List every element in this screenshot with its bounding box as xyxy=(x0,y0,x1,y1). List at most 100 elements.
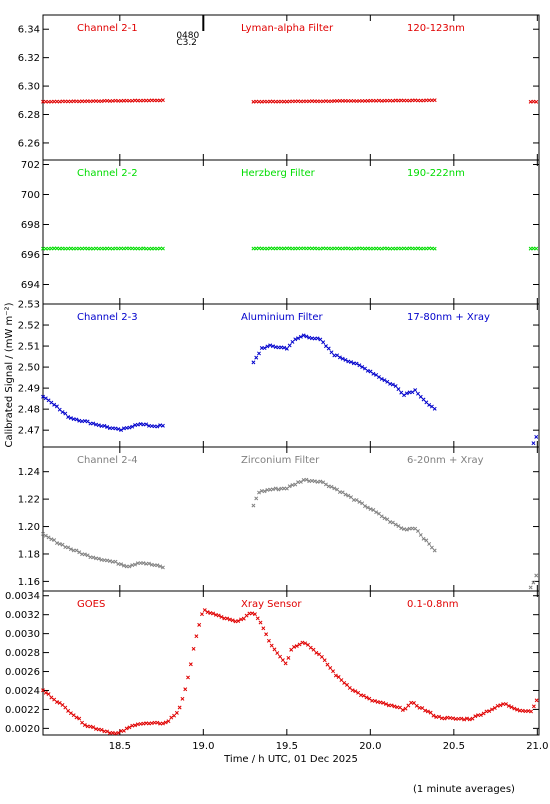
data-point xyxy=(310,478,314,483)
data-point xyxy=(174,710,179,715)
y-tick-label: 1.20 xyxy=(18,522,40,533)
y-tick-label: 696 xyxy=(21,250,40,261)
x-tick-label: 18.5 xyxy=(109,741,131,752)
data-point xyxy=(272,647,277,652)
data-point xyxy=(280,658,285,663)
data-point xyxy=(349,495,353,500)
data-point xyxy=(421,536,426,541)
panel-label: Aluminium Filter xyxy=(241,312,324,323)
data-point xyxy=(531,441,536,446)
footnote: (1 minute averages) xyxy=(413,784,515,795)
data-point xyxy=(113,731,118,736)
data-point xyxy=(158,564,163,569)
data-point xyxy=(138,422,143,426)
data-point xyxy=(133,423,137,428)
data-point xyxy=(149,721,154,726)
data-point xyxy=(381,700,386,705)
data-point xyxy=(393,384,398,388)
data-point xyxy=(298,479,303,484)
data-point xyxy=(94,726,98,731)
data-point xyxy=(478,713,483,718)
data-point xyxy=(393,522,398,527)
data-point xyxy=(110,730,115,735)
data-point xyxy=(432,548,437,553)
y-tick-label: 2.47 xyxy=(18,426,40,437)
y-tick-label: 698 xyxy=(21,220,40,231)
data-point xyxy=(163,720,168,725)
data-point xyxy=(307,335,312,340)
data-point xyxy=(66,415,71,419)
y-tick-label: 6.26 xyxy=(18,138,40,149)
data-point xyxy=(364,695,369,700)
data-point xyxy=(94,422,98,427)
data-point xyxy=(492,706,497,710)
data-point xyxy=(180,696,185,701)
data-point xyxy=(389,703,394,708)
data-point xyxy=(230,618,235,623)
data-point xyxy=(372,699,377,703)
data-point xyxy=(424,538,429,543)
data-point xyxy=(202,608,207,613)
data-point xyxy=(227,617,232,622)
data-point xyxy=(318,479,323,484)
data-point xyxy=(326,484,331,489)
data-point xyxy=(487,709,492,714)
data-point xyxy=(384,702,388,706)
series-1 xyxy=(41,477,539,590)
data-point xyxy=(490,707,494,712)
data-point xyxy=(376,511,381,516)
data-point xyxy=(390,382,395,387)
data-point xyxy=(186,675,190,680)
data-point xyxy=(60,703,65,707)
data-point xyxy=(257,351,261,356)
data-point xyxy=(459,716,464,721)
data-point xyxy=(68,547,73,552)
data-point xyxy=(411,701,416,705)
data-point xyxy=(318,337,323,342)
data-point xyxy=(77,418,82,423)
data-point xyxy=(141,721,146,726)
data-point xyxy=(213,612,218,617)
data-point xyxy=(194,634,199,639)
data-point xyxy=(286,655,291,660)
panel-frame xyxy=(42,14,540,161)
data-point xyxy=(418,394,423,399)
data-point xyxy=(160,721,165,726)
data-point xyxy=(261,626,266,631)
data-point xyxy=(325,662,330,667)
data-point xyxy=(392,704,397,709)
data-point xyxy=(336,675,341,679)
y-tick-label: 694 xyxy=(21,280,40,291)
y-tick-label: 0.0028 xyxy=(5,648,40,659)
data-point xyxy=(74,417,79,422)
data-point xyxy=(270,344,275,349)
data-point xyxy=(388,381,393,386)
data-point xyxy=(105,425,110,429)
data-point xyxy=(96,423,101,428)
data-point xyxy=(251,503,256,508)
data-point xyxy=(160,98,165,103)
data-point xyxy=(323,482,328,487)
data-point xyxy=(534,573,539,578)
data-point xyxy=(219,615,224,619)
data-point xyxy=(116,427,121,431)
data-point xyxy=(308,645,313,650)
data-point xyxy=(266,638,271,643)
data-point xyxy=(54,700,59,704)
data-point xyxy=(498,703,503,708)
data-point xyxy=(390,520,395,525)
data-point xyxy=(88,724,93,729)
data-point xyxy=(43,690,48,695)
data-point xyxy=(251,360,256,365)
data-point xyxy=(437,714,441,719)
panel-label: 120-123nm xyxy=(407,23,465,34)
data-point xyxy=(464,716,469,721)
data-point xyxy=(432,406,437,411)
data-point xyxy=(205,610,210,615)
data-point xyxy=(414,703,419,708)
y-tick-label: 0.0026 xyxy=(5,667,40,678)
y-tick-label: 1.16 xyxy=(18,577,40,588)
data-point xyxy=(141,561,146,566)
data-point xyxy=(91,725,96,730)
data-point xyxy=(428,710,433,715)
